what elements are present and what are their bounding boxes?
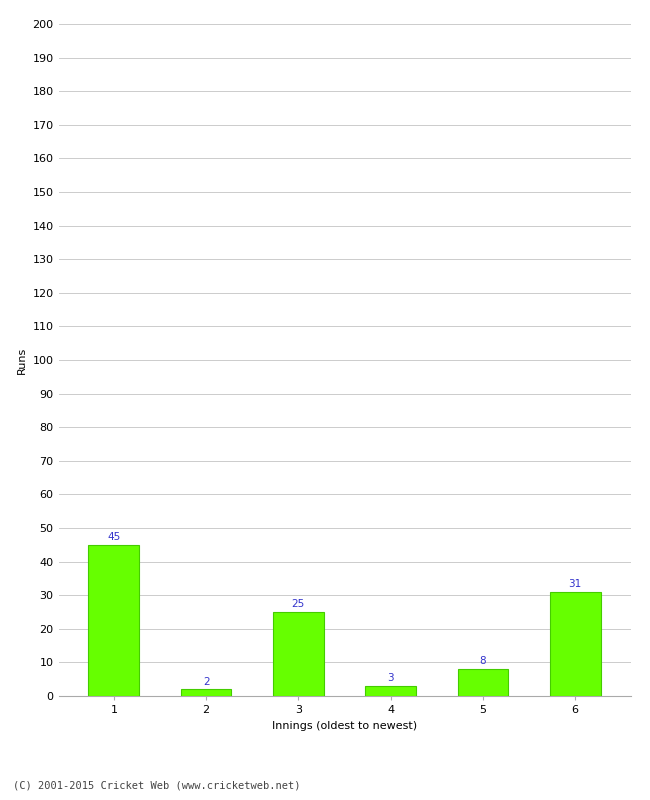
Text: (C) 2001-2015 Cricket Web (www.cricketweb.net): (C) 2001-2015 Cricket Web (www.cricketwe… [13,781,300,790]
Bar [273,612,324,696]
Text: 45: 45 [107,532,120,542]
Text: 31: 31 [569,579,582,589]
Text: 25: 25 [292,599,305,610]
Bar [550,592,601,696]
Bar [181,690,231,696]
X-axis label: Innings (oldest to newest): Innings (oldest to newest) [272,721,417,730]
Text: 3: 3 [387,674,394,683]
Y-axis label: Runs: Runs [17,346,27,374]
Text: 8: 8 [480,657,486,666]
Text: 2: 2 [203,677,209,686]
Bar [88,545,139,696]
Bar [365,686,416,696]
Bar [458,669,508,696]
